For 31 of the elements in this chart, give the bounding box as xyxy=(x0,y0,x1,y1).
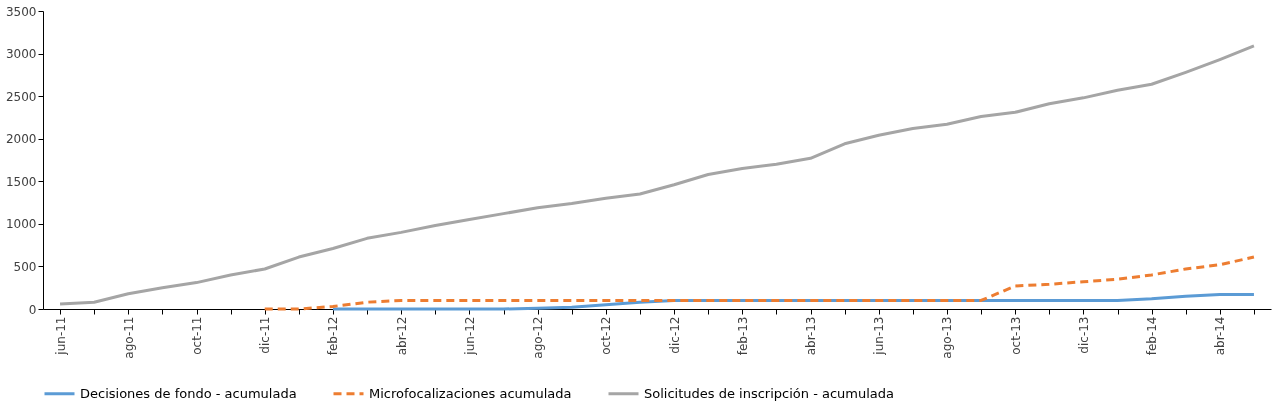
legend-label: Solicitudes de inscripción - acumulada xyxy=(644,385,895,401)
legend-label: Decisiones de fondo - acumulada xyxy=(80,385,297,401)
y-tick-label: 3000 xyxy=(5,47,37,62)
x-tick-label: ago-12 xyxy=(531,316,546,359)
x-tick-label: jun-12 xyxy=(462,316,477,356)
x-tick-label: oct-12 xyxy=(599,316,614,355)
x-tick-label: jun-11 xyxy=(53,316,68,356)
x-tick-label: ago-13 xyxy=(940,316,955,359)
x-tick-label: oct-13 xyxy=(1008,316,1023,355)
x-tick-label: dic-12 xyxy=(667,316,682,354)
x-tick-label: feb-14 xyxy=(1145,316,1160,356)
x-tick-label: oct-11 xyxy=(190,316,204,355)
y-tick-label: 1500 xyxy=(5,174,37,189)
x-tick-label: abr-12 xyxy=(394,316,409,356)
y-tick-label: 0 xyxy=(28,302,37,317)
x-tick-label: dic-11 xyxy=(258,316,273,354)
x-tick-label: abr-13 xyxy=(804,316,818,356)
x-tick-label: jun-13 xyxy=(872,316,887,356)
y-tick-label: 500 xyxy=(13,259,37,274)
line-series xyxy=(58,44,1256,306)
y-tick-label: 2500 xyxy=(5,89,37,104)
x-tick-label: feb-12 xyxy=(326,316,341,356)
x-tick-label: dic-13 xyxy=(1076,316,1091,354)
y-tick-label: 3500 xyxy=(5,4,37,19)
y-tick-label: 2000 xyxy=(5,132,37,147)
legend-label: Microfocalizaciones acumulada xyxy=(369,385,572,401)
x-tick-label: feb-13 xyxy=(735,316,750,356)
line-series xyxy=(263,255,1256,311)
x-tick-label: abr-14 xyxy=(1213,316,1228,356)
y-tick-label: 1000 xyxy=(5,217,37,232)
x-tick-label: ago-11 xyxy=(121,316,136,359)
